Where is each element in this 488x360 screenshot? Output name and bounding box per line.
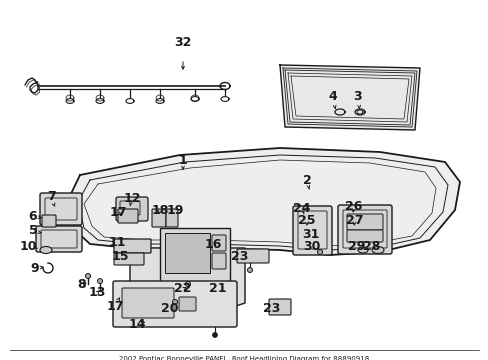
Text: 13: 13: [88, 287, 105, 300]
Ellipse shape: [371, 247, 383, 253]
Text: 22: 22: [174, 283, 191, 296]
Text: 2: 2: [302, 174, 311, 186]
Text: 16: 16: [204, 238, 221, 252]
FancyBboxPatch shape: [337, 205, 391, 254]
FancyBboxPatch shape: [164, 233, 209, 273]
Circle shape: [317, 249, 322, 255]
Circle shape: [172, 300, 177, 305]
Polygon shape: [130, 248, 244, 308]
Text: 27: 27: [346, 213, 363, 226]
Text: 23: 23: [231, 249, 248, 262]
FancyBboxPatch shape: [114, 239, 151, 253]
FancyBboxPatch shape: [346, 230, 382, 242]
Text: 9: 9: [31, 261, 39, 274]
Circle shape: [247, 267, 252, 273]
FancyBboxPatch shape: [212, 253, 225, 269]
FancyBboxPatch shape: [346, 214, 382, 230]
Text: 24: 24: [293, 202, 310, 215]
FancyBboxPatch shape: [114, 253, 143, 265]
Text: 5: 5: [29, 225, 37, 238]
Text: 2002 Pontiac Bonneville PANEL, Roof Headlining Diagram for 88890918: 2002 Pontiac Bonneville PANEL, Roof Head…: [119, 356, 368, 360]
FancyBboxPatch shape: [179, 297, 196, 311]
Text: 26: 26: [345, 201, 362, 213]
FancyBboxPatch shape: [113, 281, 237, 327]
Text: 17: 17: [106, 300, 123, 312]
FancyBboxPatch shape: [122, 288, 174, 318]
Text: 23: 23: [263, 302, 280, 315]
Text: 17: 17: [109, 207, 126, 220]
FancyBboxPatch shape: [292, 206, 331, 255]
Text: 30: 30: [303, 240, 320, 253]
Ellipse shape: [40, 247, 52, 253]
Text: 21: 21: [209, 282, 226, 294]
FancyBboxPatch shape: [152, 209, 165, 227]
Text: 4: 4: [328, 90, 337, 104]
Text: 11: 11: [108, 237, 125, 249]
Text: 7: 7: [46, 190, 55, 203]
Text: 8: 8: [78, 278, 86, 291]
FancyBboxPatch shape: [118, 209, 138, 223]
FancyBboxPatch shape: [160, 228, 229, 283]
FancyBboxPatch shape: [36, 226, 82, 252]
Circle shape: [97, 279, 102, 284]
Polygon shape: [280, 65, 419, 130]
FancyBboxPatch shape: [268, 299, 290, 315]
Text: 32: 32: [174, 36, 191, 49]
Text: 10: 10: [19, 239, 37, 252]
Text: 14: 14: [128, 318, 145, 330]
Text: 18: 18: [151, 204, 168, 217]
Text: 29: 29: [347, 240, 365, 253]
FancyBboxPatch shape: [42, 215, 56, 227]
FancyBboxPatch shape: [212, 235, 225, 251]
Text: 6: 6: [29, 210, 37, 222]
Text: 20: 20: [161, 302, 179, 315]
Circle shape: [212, 333, 217, 338]
Circle shape: [85, 274, 90, 279]
Text: 3: 3: [353, 90, 362, 104]
FancyBboxPatch shape: [116, 197, 148, 221]
Text: 28: 28: [363, 240, 380, 253]
Text: 31: 31: [302, 228, 319, 240]
Text: 19: 19: [166, 204, 183, 217]
Circle shape: [185, 282, 190, 287]
Text: 15: 15: [111, 249, 128, 262]
Ellipse shape: [357, 247, 367, 253]
FancyBboxPatch shape: [237, 249, 268, 263]
FancyBboxPatch shape: [40, 193, 82, 225]
Text: 25: 25: [298, 215, 315, 228]
Polygon shape: [68, 148, 459, 255]
FancyBboxPatch shape: [165, 209, 178, 227]
Text: 1: 1: [178, 153, 187, 166]
Text: 12: 12: [123, 192, 141, 204]
